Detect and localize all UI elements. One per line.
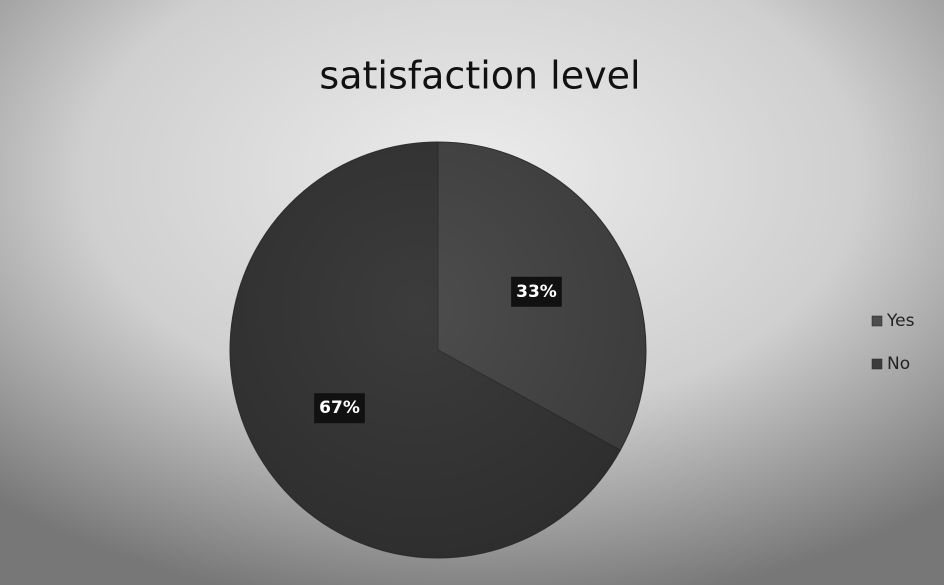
legend-label: No (887, 354, 910, 374)
legend-swatch (871, 358, 883, 370)
data-label-box (314, 393, 365, 424)
data-label-box (511, 276, 562, 307)
data-labels: 33% 67% (314, 276, 562, 424)
data-label: 67% (319, 398, 360, 418)
legend: Yes No (871, 311, 915, 374)
data-label: 33% (516, 282, 557, 302)
legend-swatch (871, 315, 883, 327)
legend-label: Yes (886, 311, 915, 331)
pie (229, 141, 647, 559)
chart-title: satisfaction level (319, 54, 640, 98)
